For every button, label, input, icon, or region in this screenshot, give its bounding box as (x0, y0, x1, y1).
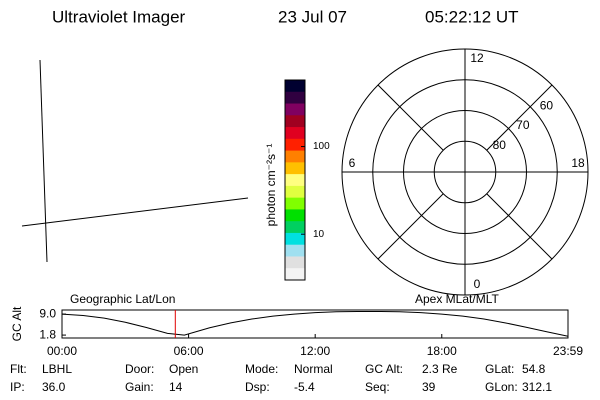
latitude-label: 80 (493, 138, 507, 152)
color-swatch (285, 115, 305, 128)
mlt-label: 6 (349, 156, 356, 170)
plot-frame (61, 309, 569, 339)
color-swatch (285, 185, 305, 199)
color-swatch (285, 256, 305, 269)
colorbar-frame (284, 79, 306, 281)
mlt-label: 18 (571, 156, 585, 170)
diagonal (377, 193, 444, 260)
status-value: -5.4 (294, 380, 315, 394)
x-tick-label: 00:00 (47, 344, 77, 358)
colorbar-label: photon cm⁻²s⁻¹ (264, 144, 278, 227)
color-swatch (285, 209, 305, 222)
status-label: Seq: (365, 380, 390, 394)
status-label: Dsp: (245, 380, 270, 394)
time: 05:22:12 UT (425, 7, 519, 26)
status-label: GC Alt: (365, 362, 403, 376)
y-tick-label: 1.8 (39, 327, 56, 341)
colorbar-tick-label: 10 (313, 229, 325, 240)
date: 23 Jul 07 (278, 7, 347, 26)
y-tick-label: 9.0 (39, 306, 56, 320)
status-value: 312.1 (522, 380, 552, 394)
color-swatch (285, 244, 305, 257)
status-value: 54.8 (522, 362, 546, 376)
status-value: 39 (422, 380, 436, 394)
instrument-title: Ultraviolet Imager (52, 7, 186, 26)
diagonal (486, 84, 553, 151)
status-label: GLon: (485, 380, 518, 394)
status-label: Gain: (125, 380, 154, 394)
color-swatch (285, 80, 305, 93)
color-swatch (285, 197, 305, 210)
color-swatch (285, 268, 305, 281)
latitude-label: 70 (516, 118, 530, 132)
panel-label: Geographic Lat/Lon (70, 292, 175, 306)
panel-label: Apex MLat/MLT (415, 292, 499, 306)
status-value: 2.3 Re (422, 362, 458, 376)
altitude-line (61, 310, 569, 337)
color-swatch (285, 91, 305, 105)
status-value: 14 (169, 380, 183, 394)
color-swatch (285, 127, 305, 140)
latitude-label: 60 (540, 98, 554, 112)
status-label: Door: (125, 362, 154, 376)
x-tick-label: 06:00 (174, 344, 204, 358)
map-grid (21, 59, 249, 263)
meridian (39, 59, 48, 263)
color-swatch (285, 162, 305, 175)
diagonal (377, 84, 444, 151)
mlt-label: 12 (470, 51, 484, 65)
color-swatch (285, 150, 305, 163)
color-swatch (285, 221, 305, 234)
parallel (21, 197, 249, 227)
x-tick-label: 12:00 (300, 344, 330, 358)
x-tick-label: 23:59 (553, 344, 583, 358)
color-swatch (285, 232, 305, 246)
status-value: Normal (294, 362, 333, 376)
colorbar-tick-label: 100 (313, 141, 330, 152)
diagonal (486, 193, 553, 260)
color-swatch (285, 174, 305, 187)
status-label: Mode: (245, 362, 278, 376)
status-label: GLat: (485, 362, 514, 376)
status-value: 36.0 (42, 380, 66, 394)
color-swatch (285, 138, 305, 152)
color-swatch (285, 103, 305, 116)
status-label: Flt: (10, 362, 27, 376)
status-value: LBHL (42, 362, 72, 376)
x-tick-label: 18:00 (427, 344, 457, 358)
y-axis-label: GC Alt (10, 306, 24, 341)
status-value: Open (169, 362, 198, 376)
status-label: IP: (10, 380, 25, 394)
mlt-label: 0 (474, 277, 481, 291)
